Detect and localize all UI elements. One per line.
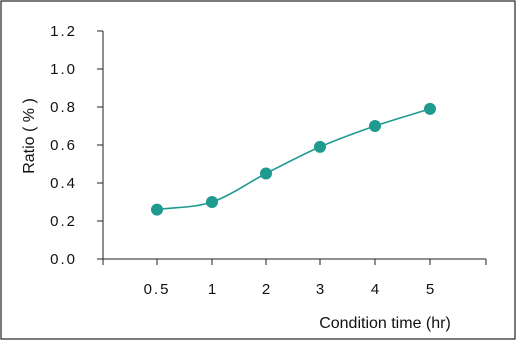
y-axis: 0.0 0.2 0.4 0.6 0.8 1.0 1.2 xyxy=(50,23,104,268)
x-tick-label: 0.5 xyxy=(144,281,171,298)
y-tick-label: 1.0 xyxy=(50,61,77,78)
y-axis-title: Ratio ( % ) xyxy=(21,98,38,174)
x-tick-label: 4 xyxy=(371,281,379,298)
x-tick-label: 1 xyxy=(208,281,216,298)
y-tick-label: 0.8 xyxy=(50,99,77,116)
y-tick-label: 0.6 xyxy=(50,137,77,154)
data-point xyxy=(314,140,326,153)
data-point xyxy=(151,203,163,216)
y-tick-label: 0.4 xyxy=(50,175,77,192)
x-tick-label: 2 xyxy=(262,281,270,298)
data-point xyxy=(369,120,381,132)
y-tick-label: 0.0 xyxy=(50,251,77,268)
x-tick-label: 5 xyxy=(426,281,434,298)
data-point xyxy=(424,102,436,115)
x-tick-label: 3 xyxy=(316,281,324,298)
y-tick-label: 1.2 xyxy=(50,23,77,40)
data-point xyxy=(260,167,272,180)
x-axis: 0.5 1 2 3 4 5 xyxy=(102,258,487,298)
y-tick-label: 0.2 xyxy=(50,213,77,230)
data-point xyxy=(206,196,218,208)
x-axis-title: Condition time (hr) xyxy=(319,315,451,332)
series-layer xyxy=(151,102,436,216)
